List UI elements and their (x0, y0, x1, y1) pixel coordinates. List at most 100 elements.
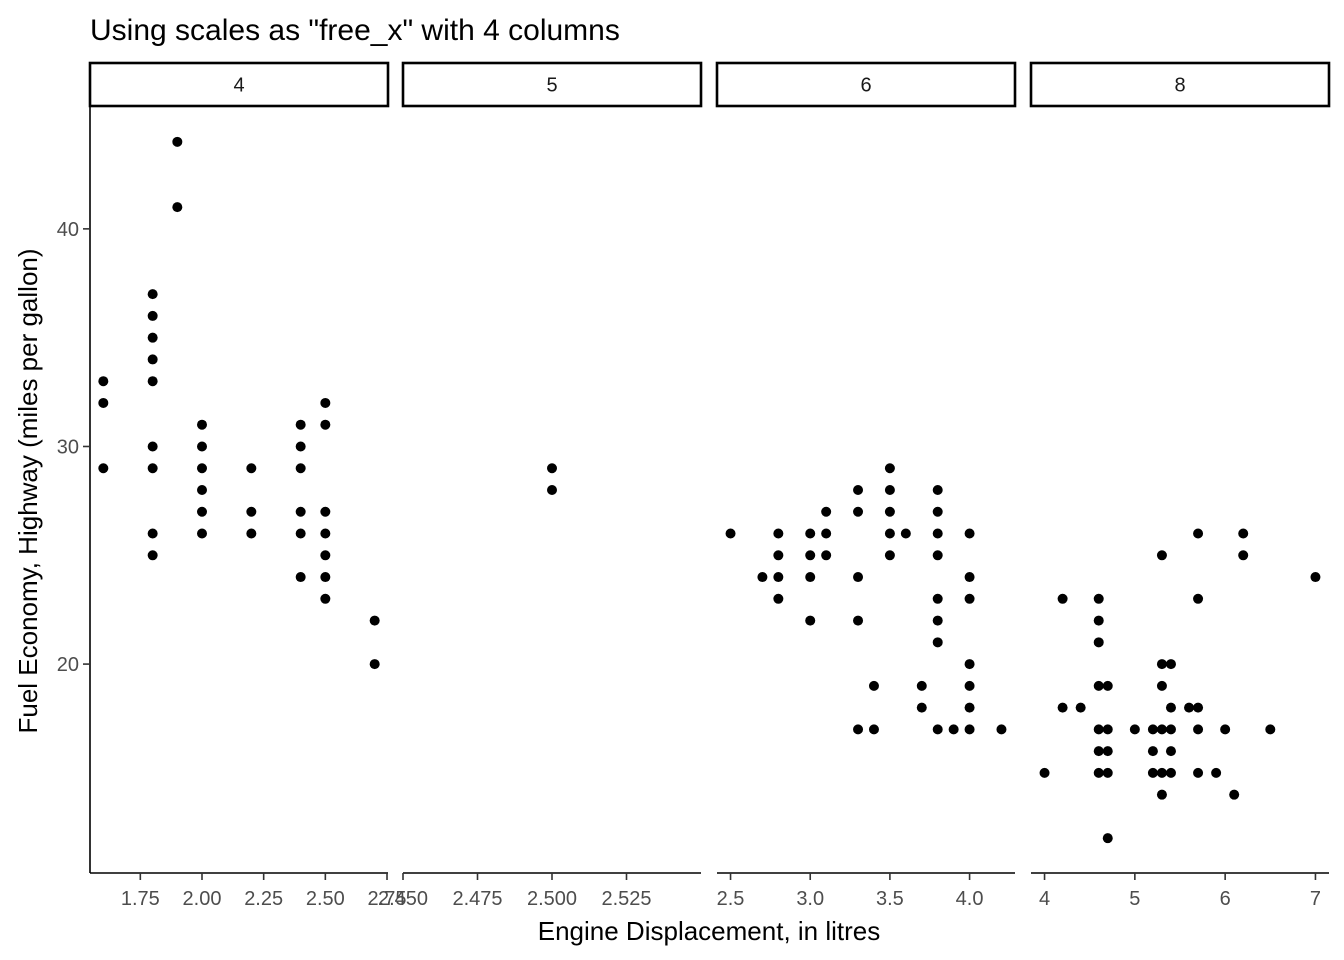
data-point (1165, 767, 1176, 778)
data-point (805, 572, 816, 583)
data-point (821, 550, 832, 561)
data-point (196, 441, 207, 452)
data-point (853, 485, 864, 495)
data-point (172, 136, 183, 147)
data-point (147, 550, 158, 561)
data-point (320, 572, 331, 583)
data-point (1039, 767, 1050, 778)
x-tick-label: 2.475 (452, 888, 502, 910)
facet-strip (401, 61, 703, 108)
y-tick-label: 40 (57, 219, 79, 241)
x-tick-label: 2.75 (368, 888, 407, 910)
data-point (932, 528, 943, 539)
data-point (757, 572, 768, 583)
data-point (1156, 680, 1167, 691)
data-point (1129, 724, 1140, 735)
data-point (964, 593, 975, 604)
data-point (295, 419, 306, 430)
data-point (932, 593, 943, 604)
data-point (1193, 724, 1204, 735)
data-point (1238, 528, 1249, 539)
data-point (196, 528, 207, 539)
data-point (1147, 724, 1158, 735)
data-point (369, 615, 380, 626)
data-point (1165, 659, 1176, 670)
data-point (1193, 702, 1204, 713)
data-point (320, 550, 331, 561)
data-point (932, 637, 943, 648)
data-point (246, 506, 257, 517)
x-tick-label: 4.0 (956, 888, 984, 910)
data-point (1156, 724, 1167, 735)
data-point (1057, 702, 1068, 713)
data-point (725, 528, 736, 539)
data-point (147, 354, 158, 365)
data-point (1147, 767, 1158, 778)
data-point (147, 528, 158, 539)
x-tick-label: 4 (1039, 888, 1050, 910)
data-point (853, 572, 864, 583)
chart-title: Using scales as "free_x" with 4 columns (90, 14, 620, 47)
data-point (773, 528, 784, 539)
x-tick-label: 2.450 (378, 888, 428, 910)
data-point (1156, 659, 1167, 670)
data-point (98, 376, 109, 387)
x-tick-label: 2.5 (717, 888, 745, 910)
data-point (1093, 593, 1104, 604)
data-point (320, 419, 331, 430)
data-point (932, 485, 943, 495)
data-point (932, 724, 943, 735)
x-tick-label: 5 (1129, 888, 1140, 910)
data-point (1102, 833, 1113, 844)
y-axis-title: Fuel Economy, Highway (miles per gallon) (13, 248, 43, 733)
data-point (295, 463, 306, 474)
y-axis: 20 30 40 (57, 107, 91, 873)
data-point (964, 528, 975, 539)
data-point (320, 397, 331, 408)
data-point (295, 528, 306, 539)
x-tick-label: 6 (1220, 888, 1231, 910)
data-point (320, 593, 331, 604)
x-tick-label: 2.00 (183, 888, 222, 910)
data-point (1310, 572, 1321, 583)
x-tick-label: 2.525 (601, 888, 651, 910)
data-point (932, 506, 943, 517)
facet-strip-label: 8 (1174, 75, 1185, 97)
data-point (1265, 724, 1276, 735)
data-point (996, 724, 1007, 735)
data-point (1147, 746, 1158, 757)
data-point (1193, 767, 1204, 778)
data-point (1057, 593, 1068, 604)
data-point (147, 332, 158, 343)
data-point (853, 724, 864, 735)
data-point (147, 441, 158, 452)
data-point (295, 441, 306, 452)
data-point (246, 463, 257, 474)
data-point (98, 397, 109, 408)
facet-strip (88, 61, 390, 108)
data-point (884, 528, 895, 539)
data-point (948, 724, 959, 735)
data-point (1211, 767, 1222, 778)
data-point (1193, 593, 1204, 604)
x-tick-label: 3.5 (876, 888, 904, 910)
data-point (773, 572, 784, 583)
data-point (1238, 550, 1249, 561)
x-tick-label: 3.0 (796, 888, 824, 910)
facet-strip-label: 4 (233, 75, 244, 97)
data-point (547, 485, 557, 495)
facet-panels: 20 30 40 4 1.75 2.00 2.25 2.50 2.75 5 2.450 2.475 2.… (57, 61, 1331, 910)
data-point (1075, 702, 1086, 713)
data-point (964, 702, 975, 713)
data-point (853, 615, 864, 626)
data-point (320, 506, 331, 517)
data-point (1220, 724, 1231, 735)
data-point (1193, 528, 1204, 539)
data-point (1229, 789, 1240, 800)
x-tick-label: 2.500 (527, 888, 577, 910)
data-point (1156, 550, 1167, 561)
data-point (172, 202, 183, 213)
y-tick-label: 20 (57, 654, 79, 676)
data-point (964, 572, 975, 583)
